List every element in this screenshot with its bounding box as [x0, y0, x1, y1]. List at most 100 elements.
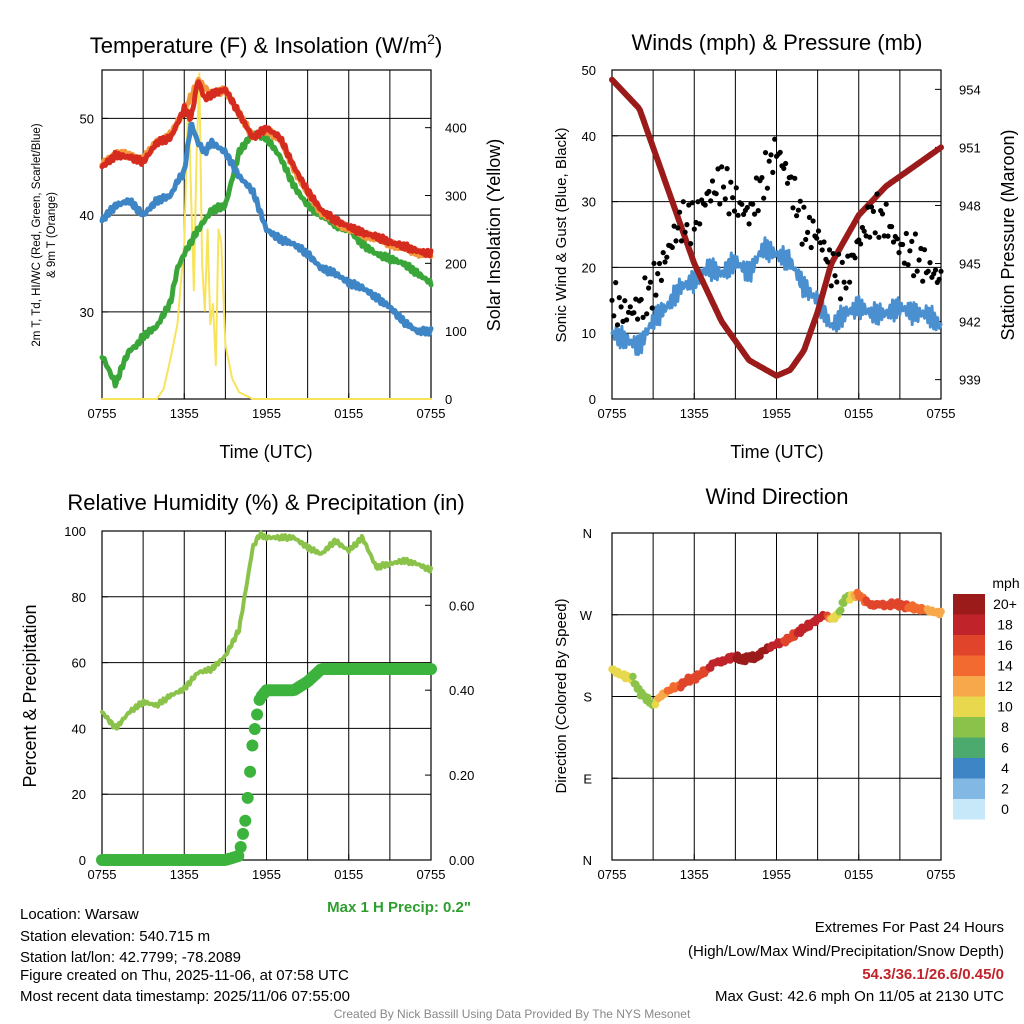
wind-gust-point	[847, 279, 853, 285]
rh-precip-point	[425, 663, 437, 675]
rh-y2-tick-label: 0.40	[449, 683, 474, 698]
wind-gust-point	[925, 268, 931, 274]
wind-y-tick-label: 20	[582, 260, 596, 275]
wdir-y-axis-label: Direction (Colored By Speed)	[553, 598, 570, 793]
wind-gust-point	[611, 313, 617, 319]
wind-gust-point	[726, 211, 732, 217]
wind-gust-point	[720, 184, 727, 190]
wind-gust-point	[907, 248, 913, 254]
wind-gust-point	[717, 201, 723, 207]
wind-gust-point	[678, 238, 685, 244]
temp-series-heat-index-wind-chill	[99, 121, 434, 337]
wind-gust-point	[874, 191, 880, 197]
wind-gust-point	[839, 259, 845, 265]
wind-gust-point	[938, 268, 944, 274]
wind-gust-point	[673, 238, 679, 244]
temp-y2-tick-label: 0	[445, 392, 452, 407]
rh-x-tick-label: 1355	[170, 867, 199, 882]
wind-gust-point	[741, 211, 747, 217]
wdir-y-tick-label: N	[583, 853, 592, 868]
wind-y-axis-label: Sonic Wind & Gust (Blue, Black)	[553, 127, 570, 342]
wind-gust-point	[870, 208, 877, 214]
wind-gust-point	[759, 175, 765, 181]
wind-gust-point	[613, 280, 619, 286]
recent-data-text: Most recent data timestamp: 2025/11/06 0…	[20, 988, 350, 1005]
wind-gust-point	[914, 268, 920, 274]
rh-y-tick-label: 0	[79, 853, 86, 868]
wind-gust-point	[797, 198, 803, 204]
wind-gust-point	[912, 231, 919, 237]
wind-x-tick-label: 0755	[598, 406, 627, 421]
wind-gust-point	[808, 244, 814, 251]
wdir-legend-swatch	[953, 635, 985, 656]
wind-gust-point	[810, 218, 816, 224]
rh-y-axis-label: Percent & Precipitation	[20, 604, 40, 787]
wind-gust-point	[889, 224, 895, 230]
wind-gust-point	[921, 247, 928, 253]
wind-gust-point	[920, 278, 926, 284]
wind-y2-tick-label: 942	[959, 315, 981, 330]
wind-y2-tick-label: 945	[959, 257, 981, 272]
wind-gust-point	[755, 208, 761, 214]
wdir-point	[937, 607, 945, 616]
wind-gust-point	[805, 229, 811, 235]
wind-gust-point	[890, 239, 897, 245]
rh-series-relative-humidity	[100, 530, 433, 731]
temp-y2-tick-label: 100	[445, 324, 467, 339]
wdir-x-tick-label: 1355	[680, 867, 709, 882]
wdir-legend-label: 0	[1001, 801, 1009, 817]
wind-gust-point	[856, 237, 862, 243]
wdir-legend-swatch	[953, 676, 985, 697]
temp-x-tick-label: 1355	[170, 406, 199, 421]
wind-gust-point	[616, 295, 622, 301]
wind-gust-point	[881, 233, 887, 239]
rh-x-tick-label: 0155	[334, 867, 363, 882]
wind-gust-point	[905, 262, 911, 268]
wdir-legend-label: 10	[997, 699, 1013, 715]
wind-gust-point	[662, 259, 668, 265]
rh-y-tick-label: 60	[72, 656, 86, 671]
wdir-legend-swatch	[953, 717, 985, 738]
wind-gust-point	[799, 241, 805, 247]
wind-gust-point	[750, 201, 756, 207]
wind-gust-point	[762, 150, 769, 156]
temp-y-axis-label-2: & 9m T (Orange)	[46, 192, 58, 278]
wind-y-tick-label: 40	[582, 129, 596, 144]
wdir-legend-swatch	[953, 737, 985, 758]
temp-y-tick-label: 40	[80, 208, 94, 223]
temp-x-axis-label: Time (UTC)	[219, 442, 312, 462]
wind-gust-point	[682, 229, 688, 235]
wdir-legend-label: 4	[1001, 760, 1009, 776]
wind-gust-point	[777, 149, 783, 155]
rh-precip-point	[241, 791, 254, 804]
wind-gust-point	[826, 247, 833, 253]
rh-y-tick-label: 40	[72, 721, 86, 736]
wind-gust-point	[781, 165, 787, 171]
wind-y2-tick-label: 951	[959, 140, 981, 155]
wind-gust-point	[858, 241, 864, 247]
wind-gust-point	[885, 233, 891, 239]
rh-precip-point	[234, 841, 247, 853]
wind-x-axis-label: Time (UTC)	[730, 442, 823, 462]
wdir-legend-swatch	[953, 778, 985, 799]
wind-gust-point	[708, 198, 714, 204]
wind-gust-point	[872, 230, 878, 236]
wind-gust-point	[702, 202, 708, 208]
wind-x-tick-label: 1955	[762, 406, 791, 421]
wind-gust-point	[909, 238, 915, 244]
wind-gust-point	[801, 204, 807, 210]
wdir-x-tick-label: 0755	[927, 867, 956, 882]
wind-gust-point	[834, 279, 840, 285]
wind-gust-point	[631, 310, 637, 316]
rh-precip-point	[239, 814, 252, 827]
rh-x-tick-label: 0755	[417, 867, 446, 882]
wind-x-tick-label: 0755	[927, 406, 956, 421]
wind-gust-point	[647, 279, 654, 285]
rh-y2-tick-label: 0.60	[449, 598, 474, 613]
wind-y2-tick-label: 954	[959, 82, 981, 97]
wind-gust-point	[614, 322, 621, 328]
wind-gust-point	[843, 285, 849, 291]
wind-gust-point	[832, 273, 838, 279]
temp-x-tick-label: 1955	[252, 406, 281, 421]
wind-y2-tick-label: 948	[959, 198, 981, 213]
